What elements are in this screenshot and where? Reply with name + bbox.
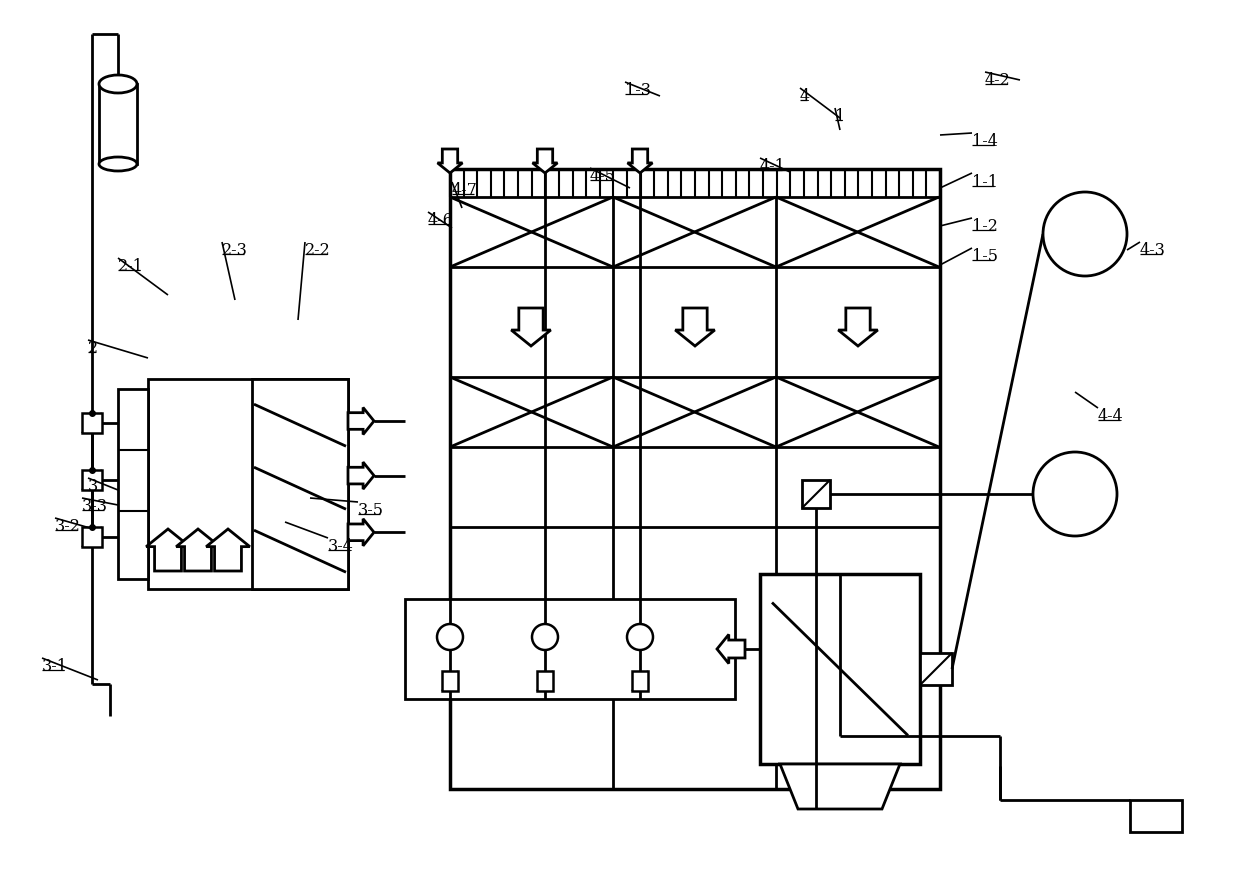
Ellipse shape [99, 75, 136, 93]
Polygon shape [176, 529, 219, 571]
Text: 1-1: 1-1 [972, 174, 998, 191]
Circle shape [627, 624, 653, 650]
Text: 3-5: 3-5 [358, 502, 384, 519]
Polygon shape [438, 149, 463, 173]
Bar [82, 527, 102, 547]
Text: 4-6: 4-6 [428, 212, 454, 229]
Text: 1-5: 1-5 [972, 248, 998, 265]
Text: 1-2: 1-2 [972, 218, 998, 235]
Polygon shape [627, 149, 652, 173]
Text: 1-4: 1-4 [972, 133, 998, 150]
Text: 3-1: 3-1 [42, 658, 68, 675]
Bar [118, 389, 148, 579]
Bar [1130, 800, 1182, 832]
Polygon shape [146, 529, 190, 571]
Text: 4-1: 4-1 [760, 158, 786, 175]
Polygon shape [348, 408, 374, 435]
Text: 3-4: 3-4 [329, 538, 353, 555]
Bar [99, 84, 136, 164]
Polygon shape [532, 149, 558, 173]
Text: 1: 1 [835, 108, 846, 125]
Polygon shape [206, 529, 249, 571]
Circle shape [532, 624, 558, 650]
Bar [632, 671, 649, 691]
Bar [760, 574, 920, 764]
Text: 2-3: 2-3 [222, 242, 248, 259]
Text: 2-1: 2-1 [118, 258, 144, 275]
Bar [920, 653, 952, 685]
Bar [82, 470, 102, 491]
Text: 3: 3 [88, 478, 98, 495]
Polygon shape [676, 308, 714, 346]
Bar [82, 413, 102, 433]
Bar [537, 671, 553, 691]
Bar [252, 379, 348, 589]
Bar [441, 671, 458, 691]
Text: 3-2: 3-2 [55, 518, 81, 535]
Polygon shape [780, 764, 900, 809]
Text: 2-2: 2-2 [305, 242, 331, 259]
Text: 4-3: 4-3 [1140, 242, 1166, 259]
Bar [450, 169, 940, 789]
Text: 3-3: 3-3 [82, 498, 108, 515]
Polygon shape [348, 462, 374, 489]
Text: 1-3: 1-3 [625, 82, 651, 99]
Bar [148, 379, 348, 589]
Polygon shape [511, 308, 551, 346]
Text: 4: 4 [800, 88, 810, 105]
Text: 4-7: 4-7 [453, 182, 477, 199]
Bar [405, 599, 735, 699]
Circle shape [436, 624, 463, 650]
Polygon shape [348, 519, 374, 545]
Text: 4-5: 4-5 [590, 168, 616, 185]
Circle shape [1043, 192, 1127, 276]
Ellipse shape [99, 157, 136, 171]
Text: 4-4: 4-4 [1097, 408, 1123, 425]
Circle shape [1033, 452, 1117, 536]
Polygon shape [838, 308, 878, 346]
Text: 4-2: 4-2 [985, 72, 1011, 89]
Text: 2: 2 [88, 340, 98, 357]
Bar [802, 480, 830, 508]
Polygon shape [717, 635, 745, 664]
